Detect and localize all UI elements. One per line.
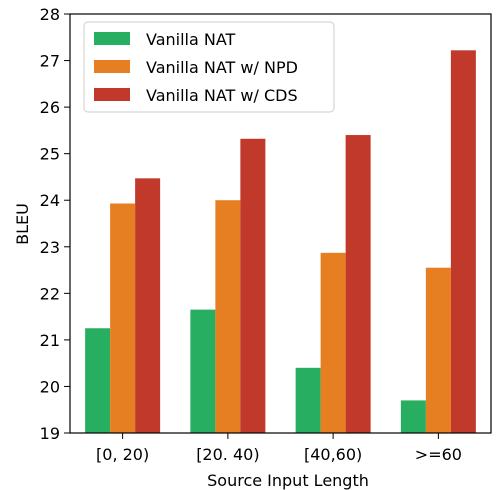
x-tick-label-0: [0, 20)	[96, 445, 149, 464]
legend-box	[83, 21, 335, 113]
y-tick-label-0: 19	[40, 424, 60, 443]
bar-series-1-category-0	[110, 203, 136, 433]
plot-frame	[69, 13, 492, 434]
legend-swatch-vanilla-nat-npd	[94, 60, 130, 73]
bar-series-0-category-2	[295, 367, 321, 433]
y-tick-label-9: 28	[40, 5, 60, 24]
y-tick-label-3: 22	[40, 284, 60, 303]
legend-label-vanilla-nat-cds: Vanilla NAT w/ CDS	[146, 86, 298, 105]
bar-series-2-category-0	[135, 178, 161, 433]
y-tick-label-8: 27	[40, 52, 60, 71]
bar-series-2-category-3	[450, 50, 476, 434]
x-axis: [0, 20) [20. 40) [40,60) >=60	[96, 433, 462, 464]
bar-series-1-category-3	[425, 267, 451, 433]
legend: Vanilla NAT Vanilla NAT w/ NPD Vanilla N…	[83, 21, 335, 113]
x-axis-label: Source Input Length	[207, 471, 369, 490]
bar-series-0-category-1	[190, 309, 216, 433]
legend-label-vanilla-nat-npd: Vanilla NAT w/ NPD	[146, 58, 298, 77]
legend-swatch-vanilla-nat-cds	[94, 88, 130, 101]
bar-series-1-category-2	[320, 252, 346, 433]
y-axis: 19 20 21 22 23 24 25 26 27 28	[40, 5, 70, 443]
x-tick-label-3: >=60	[415, 445, 462, 464]
bars-layer	[85, 50, 476, 434]
legend-label-vanilla-nat: Vanilla NAT	[146, 30, 236, 49]
y-tick-label-2: 21	[40, 331, 60, 350]
bar-series-2-category-1	[240, 138, 266, 433]
x-tick-label-1: [20. 40)	[196, 445, 259, 464]
bar-series-2-category-2	[345, 135, 371, 434]
y-tick-label-7: 26	[40, 98, 60, 117]
legend-swatch-vanilla-nat	[94, 32, 130, 45]
y-tick-label-6: 25	[40, 145, 60, 164]
y-tick-label-5: 24	[40, 191, 60, 210]
bar-series-1-category-1	[215, 200, 241, 433]
bar-series-0-category-3	[400, 400, 426, 433]
bar-series-0-category-0	[85, 328, 111, 433]
y-tick-label-1: 20	[40, 377, 60, 396]
x-tick-label-2: [40,60)	[304, 445, 362, 464]
y-tick-label-4: 23	[40, 238, 60, 257]
y-axis-label: BLEU	[13, 203, 32, 245]
